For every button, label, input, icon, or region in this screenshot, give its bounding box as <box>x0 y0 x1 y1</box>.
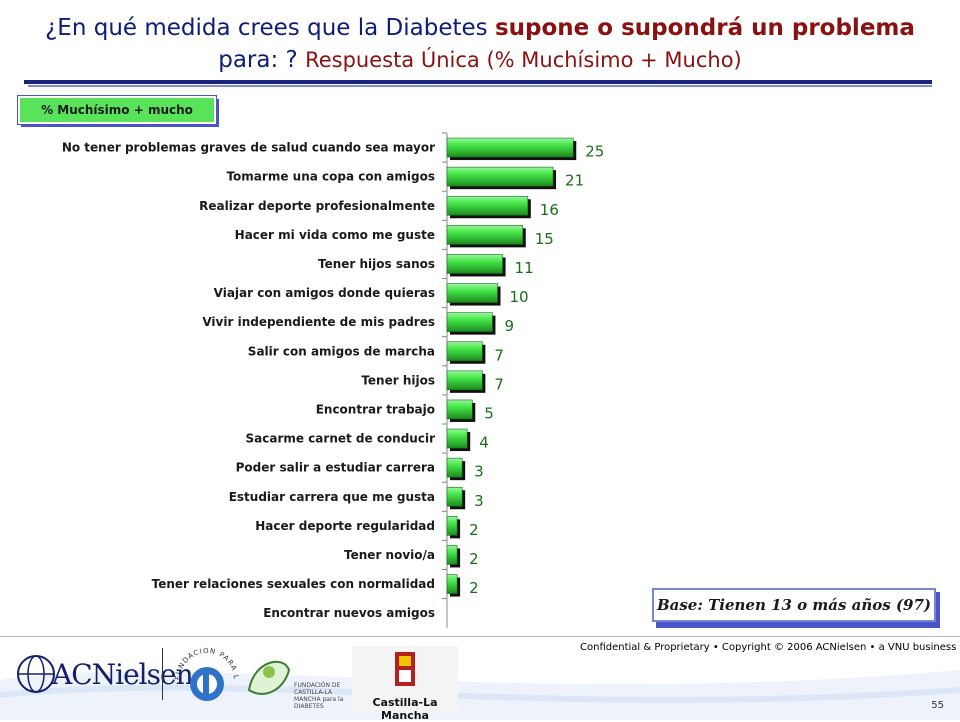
value-label: 9 <box>504 317 514 335</box>
bar <box>446 254 503 274</box>
bar <box>446 370 483 391</box>
category-label: Tener hijos sanos <box>318 257 435 271</box>
title-rule <box>24 80 932 84</box>
bar <box>446 428 468 449</box>
logo-separator <box>162 648 163 700</box>
bar <box>446 486 463 507</box>
category-label: Realizar deporte profesionalmente <box>199 199 435 213</box>
fundacion-castilla-text: FUNDACIÓN DE CASTILLA-LA MANCHA para la … <box>294 682 344 710</box>
bar <box>446 545 458 565</box>
category-label: Encontrar trabajo <box>316 402 435 416</box>
bar <box>446 457 463 478</box>
crest-icon <box>395 652 415 686</box>
category-label: Poder salir a estudiar carrera <box>236 461 435 475</box>
base-note-text: Base: Tienen 13 o más años (97) <box>652 588 936 622</box>
category-label: Hacer deporte regularidad <box>255 519 435 533</box>
category-label: Tener novio/a <box>344 548 435 562</box>
bar <box>446 312 493 332</box>
category-label: Encontrar nuevos amigos <box>263 606 435 620</box>
category-label: No tener problemas graves de salud cuand… <box>62 141 435 155</box>
bar <box>446 195 529 216</box>
globe-icon <box>17 655 55 693</box>
value-label: 7 <box>494 346 504 364</box>
bar <box>446 516 458 536</box>
castilla-la-mancha-logo: Castilla-La Mancha <box>352 646 458 722</box>
value-label: 7 <box>494 375 504 393</box>
fundacion-diabetes-logo: FUNDACION PARA LA DIABETES <box>166 636 244 716</box>
acnielsen-wordmark: ACNielsen <box>52 658 194 691</box>
page-number: 55 <box>931 700 944 711</box>
castilla-la-mancha-text: Castilla-La Mancha <box>372 696 438 722</box>
page-title: ¿En qué medida crees que la Diabetes sup… <box>20 12 940 76</box>
value-label: 2 <box>469 521 479 539</box>
category-label: Sacarme carnet de conducir <box>246 432 436 446</box>
value-label: 21 <box>565 172 584 190</box>
value-label: 3 <box>474 463 484 481</box>
category-label: Tener hijos <box>361 373 435 387</box>
title-rule-light <box>28 85 932 87</box>
value-label: 3 <box>474 492 484 510</box>
bar <box>446 341 483 362</box>
value-label: 2 <box>469 579 479 597</box>
fundacion-diabetes-emblem: FUNDACION PARA LA DIABETES <box>166 636 239 701</box>
acnielsen-logo: ACNielsen <box>16 648 194 700</box>
title-line-1: ¿En qué medida crees que la Diabetes sup… <box>45 15 915 41</box>
value-label: 5 <box>484 404 494 422</box>
category-label: Viajar con amigos donde quieras <box>214 286 435 300</box>
bar <box>446 574 458 594</box>
bar <box>446 225 524 245</box>
category-label: Estudiar carrera que me gusta <box>229 490 435 504</box>
leaf-icon <box>247 660 291 695</box>
bar <box>446 399 473 420</box>
value-label: 25 <box>585 143 604 161</box>
fundacion-castilla-logo: FUNDACIÓN DE CASTILLA-LA MANCHA para la … <box>244 642 344 714</box>
category-label: Hacer mi vida como me guste <box>235 228 435 242</box>
bar <box>446 137 574 158</box>
base-note: Base: Tienen 13 o más años (97) <box>652 588 940 628</box>
metric-pill: % Muchísimo + mucho <box>17 95 219 127</box>
confidential-notice: Confidential & Proprietary • Copyright ©… <box>580 642 957 653</box>
bar <box>446 283 498 303</box>
category-label: Vivir independiente de mis padres <box>202 315 435 329</box>
value-label: 4 <box>479 434 489 452</box>
bar-chart: No tener problemas graves de salud cuand… <box>62 132 604 628</box>
category-label: Salir con amigos de marcha <box>248 344 435 358</box>
value-label: 10 <box>510 288 529 306</box>
value-label: 15 <box>535 230 554 248</box>
title-line-2: para: ? Respuesta Única (% Muchísimo + M… <box>218 47 742 73</box>
category-label: Tomarme una copa con amigos <box>226 170 435 184</box>
value-label: 11 <box>515 259 534 277</box>
bar <box>446 166 554 187</box>
value-label: 2 <box>469 550 479 568</box>
footer-divider <box>0 636 960 637</box>
category-label: Tener relaciones sexuales con normalidad <box>152 577 435 591</box>
metric-pill-label: % Muchísimo + mucho <box>17 95 217 125</box>
value-label: 16 <box>540 201 559 219</box>
